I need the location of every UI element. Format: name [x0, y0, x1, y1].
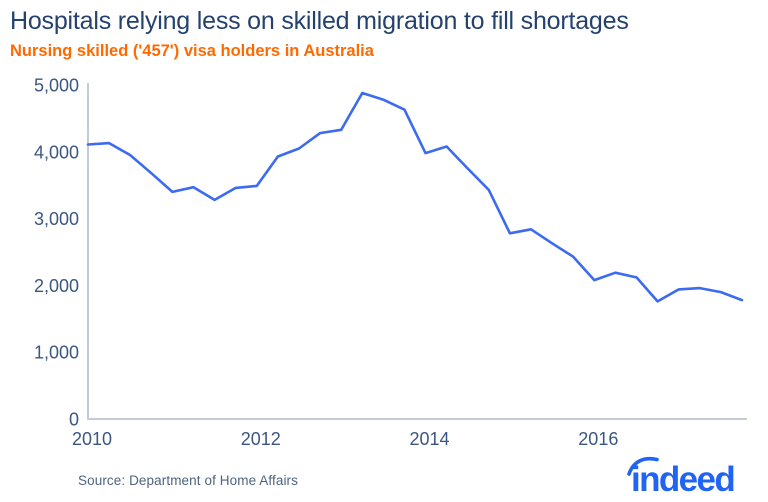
chart-subtitle: Nursing skilled ('457') visa holders in …	[10, 42, 374, 60]
source-note: Source: Department of Home Affairs	[78, 473, 298, 488]
indeed-logo: indeed	[627, 456, 736, 499]
indeed-logo-arc	[627, 456, 659, 476]
y-tick-label: 2,000	[34, 276, 79, 296]
x-tick-label: 2010	[72, 429, 112, 449]
indeed-logo-text: indeed	[631, 460, 734, 499]
y-tick-label: 1,000	[34, 343, 79, 363]
x-tick-label: 2016	[578, 429, 618, 449]
y-tick-label: 0	[69, 410, 79, 430]
x-tick-label: 2012	[241, 429, 281, 449]
visa-holders-line	[86, 91, 744, 303]
x-tick-label: 2014	[410, 429, 450, 449]
y-tick-label: 4,000	[34, 142, 79, 162]
chart-title: Hospitals relying less on skilled migrat…	[10, 7, 629, 35]
y-tick-label: 5,000	[34, 76, 79, 96]
y-tick-label: 3,000	[34, 209, 79, 229]
